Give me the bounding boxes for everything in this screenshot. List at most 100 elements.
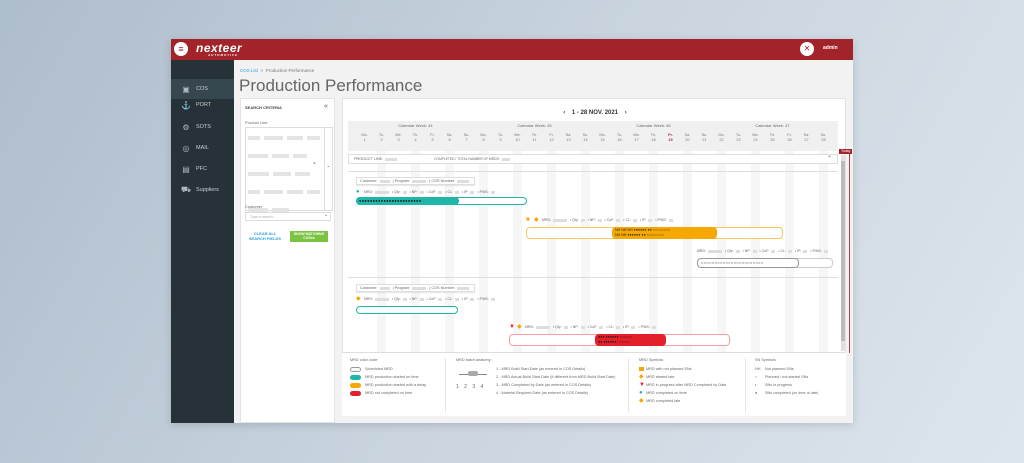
day-name: Mo. xyxy=(599,133,606,137)
breadcrumb: COS List > Production Performance xyxy=(240,68,314,73)
mrd-bar-scheduled[interactable]: ○○○○○○○○○○○○○○○○○○○○○○○ xyxy=(697,258,799,268)
hamburger-menu-icon[interactable]: ≡ xyxy=(174,42,188,56)
product-line-tag[interactable] xyxy=(293,153,307,158)
sidebar-item-port[interactable]: ⚓ PORT xyxy=(171,95,234,115)
mrd-bar-delay[interactable]: NH NH NH ●●●●●● ●● ○○○○○○○○ NH NH ●●●●●● … xyxy=(612,227,717,239)
sidebar-item-mail[interactable]: ◎ MAIL xyxy=(171,138,234,158)
product-line-tag[interactable] xyxy=(248,135,260,140)
prev-period-button[interactable]: ‹ xyxy=(563,110,566,116)
legend-mrd-symbols: MRD Symbols MRD with not planned SNs ◆ MR… xyxy=(639,358,727,404)
user-name[interactable]: admin xyxy=(823,45,838,51)
cos-group xyxy=(348,277,838,278)
vertical-scrollbar[interactable] xyxy=(841,155,845,351)
product-line-header[interactable]: PRODUCT LINE: COMPLETED / TOTAL NUMBER O… xyxy=(348,154,838,164)
product-line-tag[interactable] xyxy=(307,189,320,194)
product-line-tag[interactable] xyxy=(264,135,283,140)
completed-late-icon: ◆ xyxy=(356,296,361,303)
cos-info-tag[interactable]: Customer: | Program: | COS Number: xyxy=(356,284,476,292)
day-number: 11 xyxy=(532,138,537,142)
top-bar: ≡ nexteer AUTOMOTIVE ✕ admin xyxy=(171,39,853,60)
chevron-down-icon[interactable]: ⌄ xyxy=(325,127,333,211)
calendar-day: Su. 14 xyxy=(577,133,594,143)
sidebar: ▣ COS ⚓ PORT ⚙ SOTS ◎ MAIL ▤ PFC ⛟ Suppliers xyxy=(171,60,234,423)
sidebar-item-pfc[interactable]: ▤ PFC xyxy=(171,159,234,179)
clear-all-search-fields-button[interactable]: CLEAR ALL SEARCH FIELDS xyxy=(248,231,282,241)
calendar-day: Su. 21 xyxy=(696,133,713,143)
mrd-bar-outline[interactable] xyxy=(356,306,458,314)
day-column xyxy=(649,151,658,352)
port-icon: ⚓ xyxy=(181,100,191,110)
calendar-day: Th. 11 xyxy=(526,133,543,143)
calendar-day: Th. 4 xyxy=(407,133,424,143)
day-name: Tu. xyxy=(735,133,742,137)
today-marker: Today xyxy=(839,149,853,154)
customer-dropdown-icon[interactable]: ⌄ xyxy=(324,212,329,218)
legend-color-code: MRD color code: Scheduled MRD MRD produc… xyxy=(350,358,427,396)
customer-search-input[interactable]: Type to search... xyxy=(245,212,331,221)
collapse-panel-icon[interactable]: « xyxy=(324,103,328,110)
calendar-day: Th. 25 xyxy=(764,133,781,143)
product-line-tag[interactable] xyxy=(287,189,303,194)
product-line-tag[interactable] xyxy=(272,207,289,212)
product-line-tag[interactable] xyxy=(287,135,303,140)
day-number: 20 xyxy=(685,138,690,142)
day-name: Su. xyxy=(463,133,470,137)
day-name: Sa. xyxy=(684,133,691,137)
product-line-label: PRODUCT LINE: xyxy=(354,157,399,161)
user-avatar-icon[interactable]: ✕ xyxy=(800,42,814,56)
day-number: 10 xyxy=(515,138,520,142)
date-range: 1 - 28 NOV. 2021 xyxy=(571,110,619,116)
sidebar-item-label: MAIL xyxy=(196,145,209,151)
calendar-day: Sa. 27 xyxy=(798,133,815,143)
day-name: Th. xyxy=(412,133,419,137)
date-navigator: ‹ 1 - 28 NOV. 2021 › xyxy=(343,110,847,116)
day-number: 25 xyxy=(770,138,775,142)
sidebar-item-suppliers[interactable]: ⛟ Suppliers xyxy=(171,180,234,200)
mrd-bar-late[interactable]: ●●● ●●●●●● ○○○○○○ ●● ●●●●●● ○○○○○○ xyxy=(595,334,666,346)
calendar-day: Sa. 20 xyxy=(679,133,696,143)
product-line-tag[interactable] xyxy=(248,207,268,212)
sidebar-item-label: SOTS xyxy=(196,124,211,130)
calendar-week-label: Calendar Week: 46 xyxy=(636,123,671,128)
product-line-tag[interactable] xyxy=(248,189,260,194)
mrd-info: MRD: • Qty: • NP: • CoF: • CL: • IP: • P… xyxy=(697,248,830,254)
mrd-info: ● MRD: • Qty: • NP: • CoF: • CL: • IP: • … xyxy=(356,189,497,195)
product-line-multiselect[interactable] xyxy=(245,127,325,212)
day-name: We. xyxy=(514,133,521,137)
day-name: Mo. xyxy=(480,133,487,137)
show-matching-coses-button[interactable]: SHOW MATCHING COSes xyxy=(290,231,328,242)
product-line-tag[interactable] xyxy=(248,171,269,176)
calendar-day: Mo. 15 xyxy=(594,133,611,143)
calendar-day: Sa. 6 xyxy=(441,133,458,143)
day-number: 3 xyxy=(397,138,400,142)
completed-on-time-icon: ● xyxy=(356,189,360,196)
mrd-bar-on-time[interactable]: ●●●●●●●●●●●●●●●●●●●●●●● xyxy=(356,197,459,205)
day-name: Sa. xyxy=(446,133,453,137)
product-line-tag[interactable] xyxy=(264,189,283,194)
calendar-day: We. 3 xyxy=(390,133,407,143)
day-number: 24 xyxy=(753,138,758,142)
sidebar-item-cos[interactable]: ▣ COS xyxy=(171,79,234,99)
calendar-week-label: Calendar Week: 45 xyxy=(517,123,552,128)
sots-icon: ⚙ xyxy=(182,122,190,132)
legend-batch-anatomy: MRD batch anatomy: 1 2 3 4 1 - MRD Build… xyxy=(456,358,616,395)
product-line-tag[interactable] xyxy=(273,171,291,176)
product-line-tag[interactable] xyxy=(248,153,268,158)
completed-count-label: COMPLETED / TOTAL NUMBER OF MRDS: xyxy=(434,157,512,161)
day-number: 21 xyxy=(702,138,707,142)
day-name: Fr. xyxy=(787,133,792,137)
day-number: 26 xyxy=(787,138,792,142)
next-period-button[interactable]: › xyxy=(624,110,627,116)
cos-info-tag[interactable]: Customer: | Program: | COS Number: xyxy=(356,177,476,185)
clear-selection-icon[interactable]: × xyxy=(313,161,316,167)
breadcrumb-current: Production Performance xyxy=(265,68,315,73)
day-column xyxy=(479,151,488,352)
collapse-chevron-icon[interactable]: ⌃ xyxy=(827,156,833,162)
sidebar-item-sots[interactable]: ⚙ SOTS xyxy=(171,117,234,137)
breadcrumb-cos-list[interactable]: COS List xyxy=(240,68,259,73)
product-line-tag[interactable] xyxy=(307,135,320,140)
app-window: ≡ nexteer AUTOMOTIVE ✕ admin ▣ COS ⚓ PORT ⚙ SO… xyxy=(171,39,853,423)
product-line-tag[interactable] xyxy=(295,171,310,176)
product-line-tag[interactable] xyxy=(272,153,289,158)
sidebar-item-label: COS xyxy=(196,86,208,92)
